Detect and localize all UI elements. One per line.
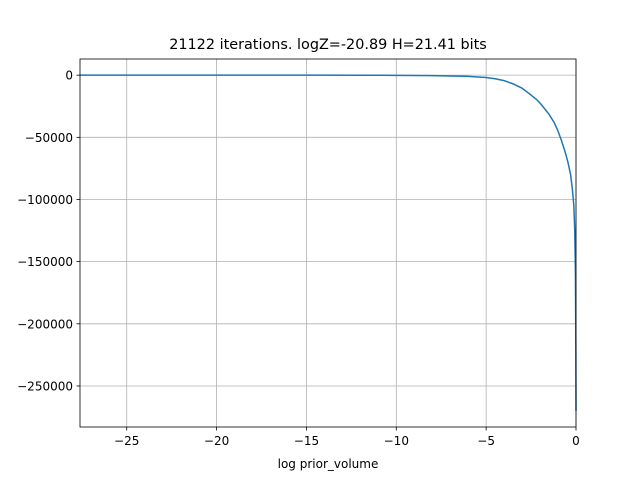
y-tick-label: −250000	[17, 379, 73, 393]
x-tick-label: −10	[384, 434, 409, 448]
x-tick-label: −20	[204, 434, 229, 448]
y-tick-label: −100000	[17, 193, 73, 207]
x-tick-label: −15	[294, 434, 319, 448]
chart-title: 21122 iterations. logZ=-20.89 H=21.41 bi…	[169, 37, 487, 53]
x-axis-label: log prior_volume	[278, 457, 379, 471]
y-tick-label: 0	[65, 69, 73, 83]
x-axis: −25 −20 −15 −10 −5 0	[114, 427, 580, 448]
y-tick-label: −200000	[17, 317, 73, 331]
x-tick-label: −25	[114, 434, 139, 448]
y-tick-label: −150000	[17, 255, 73, 269]
y-tick-label: −50000	[25, 131, 73, 145]
y-axis: 0 −50000 −100000 −150000 −200000 −250000	[17, 69, 80, 393]
x-tick-label: −5	[477, 434, 495, 448]
series-line	[80, 74, 577, 411]
x-tick-label: 0	[572, 434, 580, 448]
plot-frame	[79, 58, 577, 428]
series-layer	[80, 74, 577, 411]
